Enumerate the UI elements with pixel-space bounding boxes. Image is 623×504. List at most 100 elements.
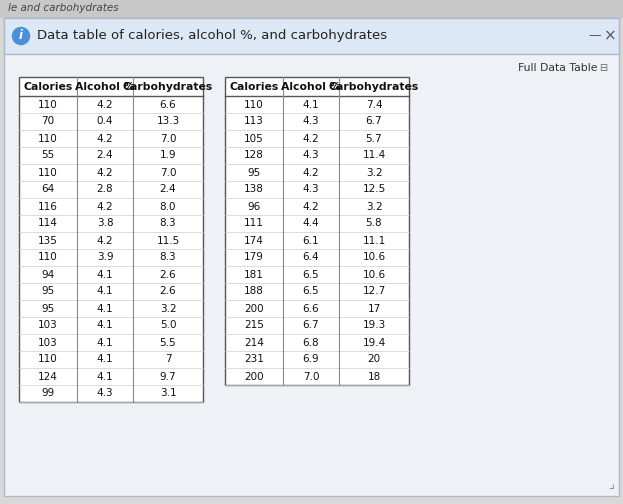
Text: 5.0: 5.0 xyxy=(159,321,176,331)
Text: 4.1: 4.1 xyxy=(97,338,113,347)
Text: 110: 110 xyxy=(38,253,58,263)
Text: 6.7: 6.7 xyxy=(303,321,320,331)
Text: 174: 174 xyxy=(244,235,264,245)
Text: Carbohydrates: Carbohydrates xyxy=(329,82,419,92)
Text: 4.2: 4.2 xyxy=(303,167,320,177)
Text: 96: 96 xyxy=(247,202,260,212)
Text: 111: 111 xyxy=(244,219,264,228)
Text: 6.8: 6.8 xyxy=(303,338,320,347)
Text: Alcohol %: Alcohol % xyxy=(281,82,341,92)
Text: 11.4: 11.4 xyxy=(363,151,386,160)
Text: 5.5: 5.5 xyxy=(159,338,176,347)
Text: Full Data Table: Full Data Table xyxy=(518,63,598,73)
Text: 4.2: 4.2 xyxy=(97,202,113,212)
Text: 105: 105 xyxy=(244,134,264,144)
Text: 188: 188 xyxy=(244,286,264,296)
Text: 8.0: 8.0 xyxy=(159,202,176,212)
Text: 4.3: 4.3 xyxy=(303,151,320,160)
Text: 12.5: 12.5 xyxy=(363,184,386,195)
Text: 94: 94 xyxy=(41,270,55,280)
Text: 4.1: 4.1 xyxy=(97,354,113,364)
Bar xyxy=(225,77,409,385)
Text: 4.1: 4.1 xyxy=(97,270,113,280)
Text: 3.2: 3.2 xyxy=(366,167,383,177)
Text: 138: 138 xyxy=(244,184,264,195)
Text: 3.2: 3.2 xyxy=(159,303,176,313)
Text: 110: 110 xyxy=(38,134,58,144)
Text: 110: 110 xyxy=(38,167,58,177)
Text: 8.3: 8.3 xyxy=(159,253,176,263)
Text: 64: 64 xyxy=(41,184,55,195)
Text: 10.6: 10.6 xyxy=(363,270,386,280)
Text: 200: 200 xyxy=(244,303,264,313)
Text: 8.3: 8.3 xyxy=(159,219,176,228)
Text: 19.4: 19.4 xyxy=(363,338,386,347)
Text: 114: 114 xyxy=(38,219,58,228)
Text: ⌟: ⌟ xyxy=(608,478,614,491)
Text: 231: 231 xyxy=(244,354,264,364)
Text: 7.0: 7.0 xyxy=(159,134,176,144)
Text: 6.1: 6.1 xyxy=(303,235,320,245)
Text: 95: 95 xyxy=(41,286,55,296)
Text: 4.2: 4.2 xyxy=(97,167,113,177)
Text: 103: 103 xyxy=(38,338,58,347)
Text: 4.1: 4.1 xyxy=(97,321,113,331)
Text: Calories: Calories xyxy=(24,82,73,92)
Text: 6.4: 6.4 xyxy=(303,253,320,263)
Text: 4.2: 4.2 xyxy=(97,99,113,109)
Text: 6.5: 6.5 xyxy=(303,286,320,296)
Text: 3.2: 3.2 xyxy=(366,202,383,212)
Text: Alcohol %: Alcohol % xyxy=(75,82,135,92)
Text: 6.6: 6.6 xyxy=(159,99,176,109)
Text: 4.1: 4.1 xyxy=(97,371,113,382)
Text: 11.1: 11.1 xyxy=(363,235,386,245)
Text: 110: 110 xyxy=(38,99,58,109)
Text: 55: 55 xyxy=(41,151,55,160)
Text: 5.7: 5.7 xyxy=(366,134,383,144)
Text: 95: 95 xyxy=(41,303,55,313)
Text: 7: 7 xyxy=(164,354,171,364)
Text: 4.3: 4.3 xyxy=(97,389,113,399)
Text: 4.4: 4.4 xyxy=(303,219,320,228)
Text: 7.4: 7.4 xyxy=(366,99,383,109)
Text: —: — xyxy=(589,30,601,42)
Text: 179: 179 xyxy=(244,253,264,263)
Text: 19.3: 19.3 xyxy=(363,321,386,331)
Text: 2.8: 2.8 xyxy=(97,184,113,195)
Text: 110: 110 xyxy=(38,354,58,364)
Text: Carbohydrates: Carbohydrates xyxy=(123,82,213,92)
Text: 6.5: 6.5 xyxy=(303,270,320,280)
Text: 2.6: 2.6 xyxy=(159,286,176,296)
Text: 6.6: 6.6 xyxy=(303,303,320,313)
Text: ⊟: ⊟ xyxy=(599,63,607,73)
Text: 110: 110 xyxy=(244,99,264,109)
Text: 200: 200 xyxy=(244,371,264,382)
Text: 135: 135 xyxy=(38,235,58,245)
Circle shape xyxy=(12,28,29,44)
Text: 10.6: 10.6 xyxy=(363,253,386,263)
Text: 2.6: 2.6 xyxy=(159,270,176,280)
Text: 13.3: 13.3 xyxy=(156,116,179,127)
Text: 128: 128 xyxy=(244,151,264,160)
Text: 99: 99 xyxy=(41,389,55,399)
Bar xyxy=(4,18,619,54)
Text: 12.7: 12.7 xyxy=(363,286,386,296)
Bar xyxy=(19,77,203,402)
Bar xyxy=(0,0,623,18)
Text: 113: 113 xyxy=(244,116,264,127)
Text: 4.2: 4.2 xyxy=(97,134,113,144)
Text: 4.1: 4.1 xyxy=(97,286,113,296)
Text: 214: 214 xyxy=(244,338,264,347)
Text: 4.2: 4.2 xyxy=(303,202,320,212)
Text: 4.2: 4.2 xyxy=(303,134,320,144)
Text: 4.3: 4.3 xyxy=(303,116,320,127)
Text: 7.0: 7.0 xyxy=(159,167,176,177)
Text: 2.4: 2.4 xyxy=(159,184,176,195)
Text: 4.1: 4.1 xyxy=(97,303,113,313)
Text: 0.4: 0.4 xyxy=(97,116,113,127)
Text: 17: 17 xyxy=(368,303,381,313)
Text: 3.9: 3.9 xyxy=(97,253,113,263)
Text: 20: 20 xyxy=(368,354,381,364)
Text: Calories: Calories xyxy=(229,82,278,92)
Text: 3.1: 3.1 xyxy=(159,389,176,399)
